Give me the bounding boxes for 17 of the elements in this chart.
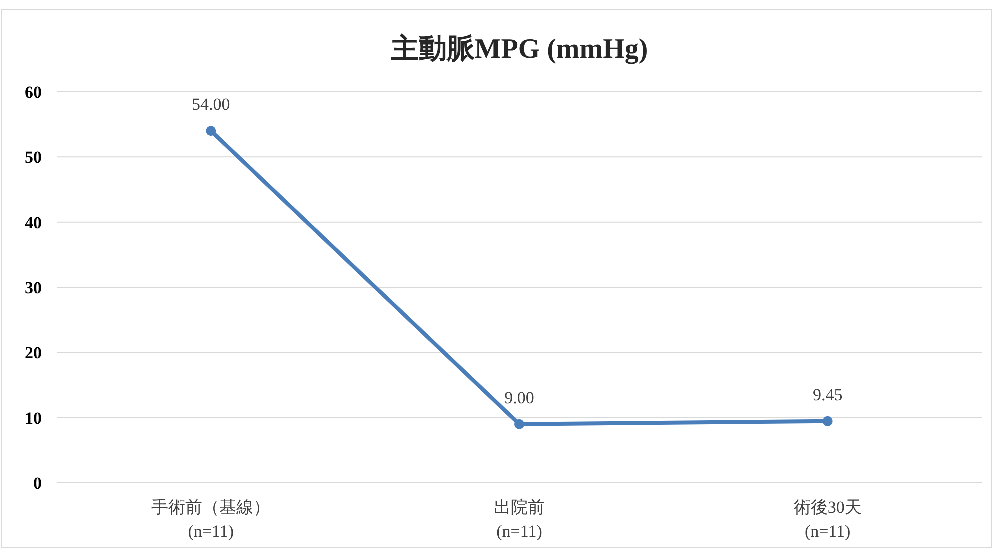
y-tick-label: 60 [25, 83, 42, 102]
y-tick-label: 10 [25, 408, 42, 428]
y-tick-label: 50 [25, 148, 42, 168]
y-tick-label: 0 [34, 474, 42, 493]
y-tick-label: 30 [25, 278, 42, 298]
point [822, 416, 833, 426]
data-label: 54.00 [192, 95, 230, 114]
point [206, 126, 216, 136]
point [514, 419, 524, 430]
chart-title: 主動脈MPG (mmHg) [390, 33, 648, 65]
data-label: 9.45 [812, 385, 843, 404]
x-tick-label: 術後30天 (n=11) [794, 498, 862, 541]
data-label: 9.00 [504, 388, 534, 408]
y-tick-label: 40 [25, 213, 42, 232]
x-tick-label: 手術前（基線） (n=11) [152, 498, 271, 541]
x-tick-label: 出院前 (n=11) [494, 498, 545, 541]
y-tick-label: 20 [25, 344, 42, 363]
